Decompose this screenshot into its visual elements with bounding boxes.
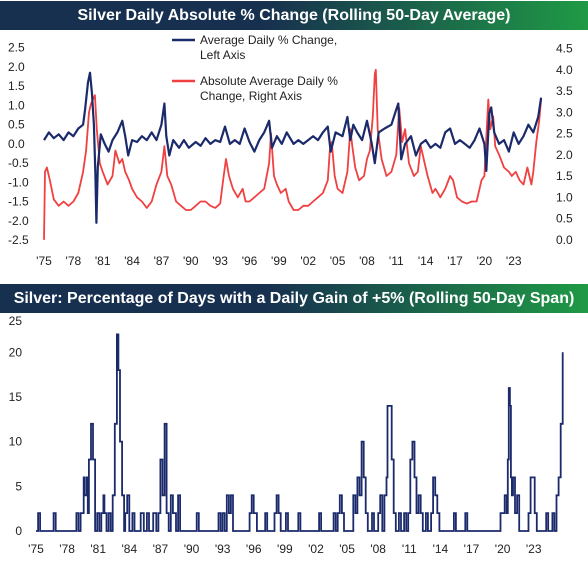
chart-1-legend: Average Daily % Change, Left Axis Absolut… <box>172 33 338 103</box>
x-tick-label: '90 <box>183 254 199 268</box>
x-tick-label: '78 <box>59 542 75 556</box>
legend-label-average: Average Daily % Change, Left Axis <box>200 33 337 62</box>
chart-1-right-axis: 4.5 4.0 3.5 3.0 2.5 2.0 1.5 1.0 0.5 0.0 <box>556 42 573 247</box>
chart-2-plot-area <box>36 333 564 532</box>
series-line-average-daily-change <box>43 71 543 224</box>
y-tick-label: 20 <box>9 345 23 359</box>
chart-1-left-axis: 2.5 2.0 1.5 1.0 0.5 0.0 -0.5 -1.0 -1.5 -2.0 -2.5 <box>8 41 29 247</box>
x-tick-label: '84 <box>124 254 140 268</box>
x-tick-label: '78 <box>66 254 82 268</box>
x-tick-label: '81 <box>95 254 111 268</box>
right-tick-label: 2.5 <box>556 127 573 141</box>
y-tick-label: 5 <box>15 479 22 493</box>
chart-1-title: Silver Daily Absolute % Change (Rolling … <box>77 7 511 24</box>
left-tick-label: 2.5 <box>8 41 25 55</box>
right-tick-label: 0.5 <box>556 212 573 226</box>
x-tick-label: '08 <box>370 542 386 556</box>
y-tick-label: 15 <box>9 390 23 404</box>
left-tick-label: 1.5 <box>8 79 25 93</box>
x-tick-label: '11 <box>389 254 404 268</box>
left-tick-label: -2.5 <box>8 233 29 247</box>
series-line-gain-days <box>36 333 564 532</box>
y-tick-label: 10 <box>9 435 23 449</box>
right-tick-label: 2.0 <box>556 148 573 162</box>
x-tick-label: '23 <box>526 542 542 556</box>
x-tick-label: '17 <box>447 254 463 268</box>
x-tick-label: '84 <box>122 542 138 556</box>
chart-1-plot-area <box>43 68 543 240</box>
right-tick-label: 3.5 <box>556 84 573 98</box>
right-tick-label: 0.0 <box>556 233 573 247</box>
chart-1-title-banner: Silver Daily Absolute % Change (Rolling … <box>0 1 588 30</box>
right-tick-label: 4.0 <box>556 63 573 77</box>
chart-2-svg: 20 15 10 5 0 25 '75 '78 '81 '84 '87 '90 '93 '96 '99 '0… <box>9 314 564 556</box>
left-tick-label: 0.5 <box>8 118 25 132</box>
x-tick-label: '02 <box>308 542 324 556</box>
x-tick-label: '90 <box>184 542 200 556</box>
chart-2-y-axis: 20 15 10 5 0 25 <box>9 314 23 538</box>
x-tick-label: '02 <box>300 254 316 268</box>
x-tick-label: '14 <box>418 254 434 268</box>
y-tick-label: 25 <box>9 314 23 328</box>
series-line-absolute-average-change <box>43 68 542 240</box>
left-tick-label: -1.0 <box>8 175 29 189</box>
x-tick-label: '23 <box>506 254 522 268</box>
x-tick-label: '20 <box>477 254 493 268</box>
left-tick-label: -0.5 <box>8 156 29 170</box>
x-tick-label: '87 <box>154 254 170 268</box>
chart-2-title: Silver: Percentage of Days with a Daily … <box>13 290 575 307</box>
x-tick-label: '05 <box>339 542 355 556</box>
x-tick-label: '05 <box>330 254 346 268</box>
x-tick-label: '87 <box>153 542 169 556</box>
chart-2-x-axis: '75 '78 '81 '84 '87 '90 '93 '96 '99 '02 '05 '08 '11 '… <box>28 542 542 556</box>
x-tick-label: '96 <box>246 542 262 556</box>
y-tick-label: 0 <box>15 524 22 538</box>
right-tick-label: 1.0 <box>556 190 573 204</box>
x-tick-label: '20 <box>495 542 511 556</box>
x-tick-label: '08 <box>359 254 375 268</box>
legend-label-absolute: Absolute Average Daily % Change, Right Ax… <box>200 74 338 103</box>
right-tick-label: 1.5 <box>556 169 573 183</box>
x-tick-label: '75 <box>36 254 52 268</box>
x-tick-label: '14 <box>433 542 449 556</box>
right-tick-label: 4.5 <box>556 42 573 56</box>
left-tick-label: -2.0 <box>8 214 29 228</box>
x-tick-label: '99 <box>277 542 293 556</box>
chart-1-x-axis: '75 '78 '81 '84 '87 '90 '93 '96 '99 '02 '05 '08 '11 '… <box>36 254 522 268</box>
chart-1-svg: 2.5 2.0 1.5 1.0 0.5 0.0 -0.5 -1.0 -1.5 -2.0 -2.5 4… <box>8 33 573 268</box>
right-tick-label: 3.0 <box>556 105 573 119</box>
left-tick-label: 1.0 <box>8 98 25 112</box>
x-tick-label: '81 <box>90 542 106 556</box>
x-tick-label: '75 <box>28 542 44 556</box>
x-tick-label: '93 <box>215 542 231 556</box>
chart-2-title-banner: Silver: Percentage of Days with a Daily … <box>0 284 588 313</box>
x-tick-label: '93 <box>212 254 228 268</box>
x-tick-label: '17 <box>464 542 480 556</box>
left-tick-label: 0.0 <box>8 137 25 151</box>
left-tick-label: -1.5 <box>8 195 29 209</box>
left-tick-label: 2.0 <box>8 60 25 74</box>
x-tick-label: '99 <box>271 254 287 268</box>
x-tick-label: '96 <box>242 254 258 268</box>
x-tick-label: '11 <box>402 542 417 556</box>
